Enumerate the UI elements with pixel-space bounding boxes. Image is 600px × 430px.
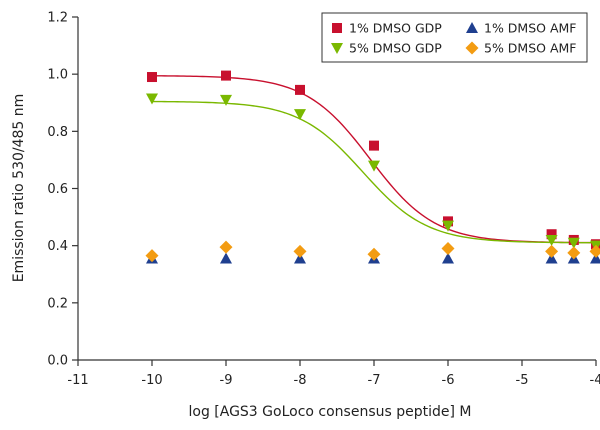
data-point <box>545 234 558 246</box>
data-point <box>545 252 558 264</box>
legend-marker <box>332 23 342 33</box>
x-tick-label: -11 <box>67 373 88 388</box>
legend-marker <box>466 22 478 33</box>
data-point <box>589 244 600 258</box>
data-point <box>590 252 600 264</box>
legend-label: 5% DMSO AMF <box>484 41 577 56</box>
y-tick-label: 0.8 <box>47 125 68 140</box>
x-tick-label: -6 <box>442 373 455 388</box>
legend: 1% DMSO GDP 1% DMSO AMF 5% DMSO GDP 5% DMSO… <box>321 12 588 63</box>
data-point <box>369 140 379 151</box>
data-point <box>220 94 232 106</box>
fit-curve <box>151 100 597 244</box>
data-point <box>147 72 157 83</box>
x-tick-label: -7 <box>368 373 381 388</box>
y-tick-label: 0.0 <box>47 354 68 369</box>
data-point <box>220 252 232 264</box>
data-point <box>545 244 559 258</box>
x-axis-title: log [AGS3 GoLoco consensus peptide] M <box>188 404 471 420</box>
y-tick-label: 0.6 <box>47 182 68 197</box>
data-point <box>221 70 231 81</box>
axes: 0.0 0.2 0.4 0.6 0.8 1.0 1.2 -11 -10 -9 -8 -7 -6 -5 -4 <box>47 11 600 389</box>
legend-marker <box>331 43 343 54</box>
data-point <box>442 220 454 232</box>
data-point <box>567 246 581 260</box>
legend-label: 1% DMSO GDP <box>349 21 442 36</box>
x-tick-label: -10 <box>141 373 162 388</box>
x-tick-label: -5 <box>516 373 529 388</box>
fit-curve <box>151 75 597 244</box>
data-point <box>294 252 306 264</box>
data-point <box>146 93 158 105</box>
x-tick-label: -9 <box>220 373 233 388</box>
data-point <box>367 247 381 261</box>
fit-curves <box>151 75 597 244</box>
legend-label: 5% DMSO GDP <box>349 41 442 56</box>
legend-box <box>321 12 588 63</box>
data-point <box>294 109 306 121</box>
data-point <box>145 249 159 263</box>
y-axis-title: Emission ratio 530/485 nm <box>11 94 27 283</box>
data-point <box>368 160 380 172</box>
data-point <box>219 240 233 254</box>
y-tick-label: 1.0 <box>47 68 68 83</box>
legend-label: 1% DMSO AMF <box>484 21 577 36</box>
data-point <box>546 229 557 240</box>
data-point <box>567 237 580 249</box>
legend-marker <box>465 41 479 55</box>
data-points <box>145 70 600 264</box>
data-point <box>293 244 307 258</box>
y-tick-label: 0.4 <box>47 239 68 254</box>
y-tick-label: 1.2 <box>47 11 68 26</box>
data-point <box>441 242 455 256</box>
x-tick-label: -4 <box>590 373 600 388</box>
y-tick-label: 0.2 <box>47 296 68 311</box>
data-point <box>295 84 305 95</box>
x-tick-label: -8 <box>294 373 307 388</box>
data-point <box>442 252 454 264</box>
